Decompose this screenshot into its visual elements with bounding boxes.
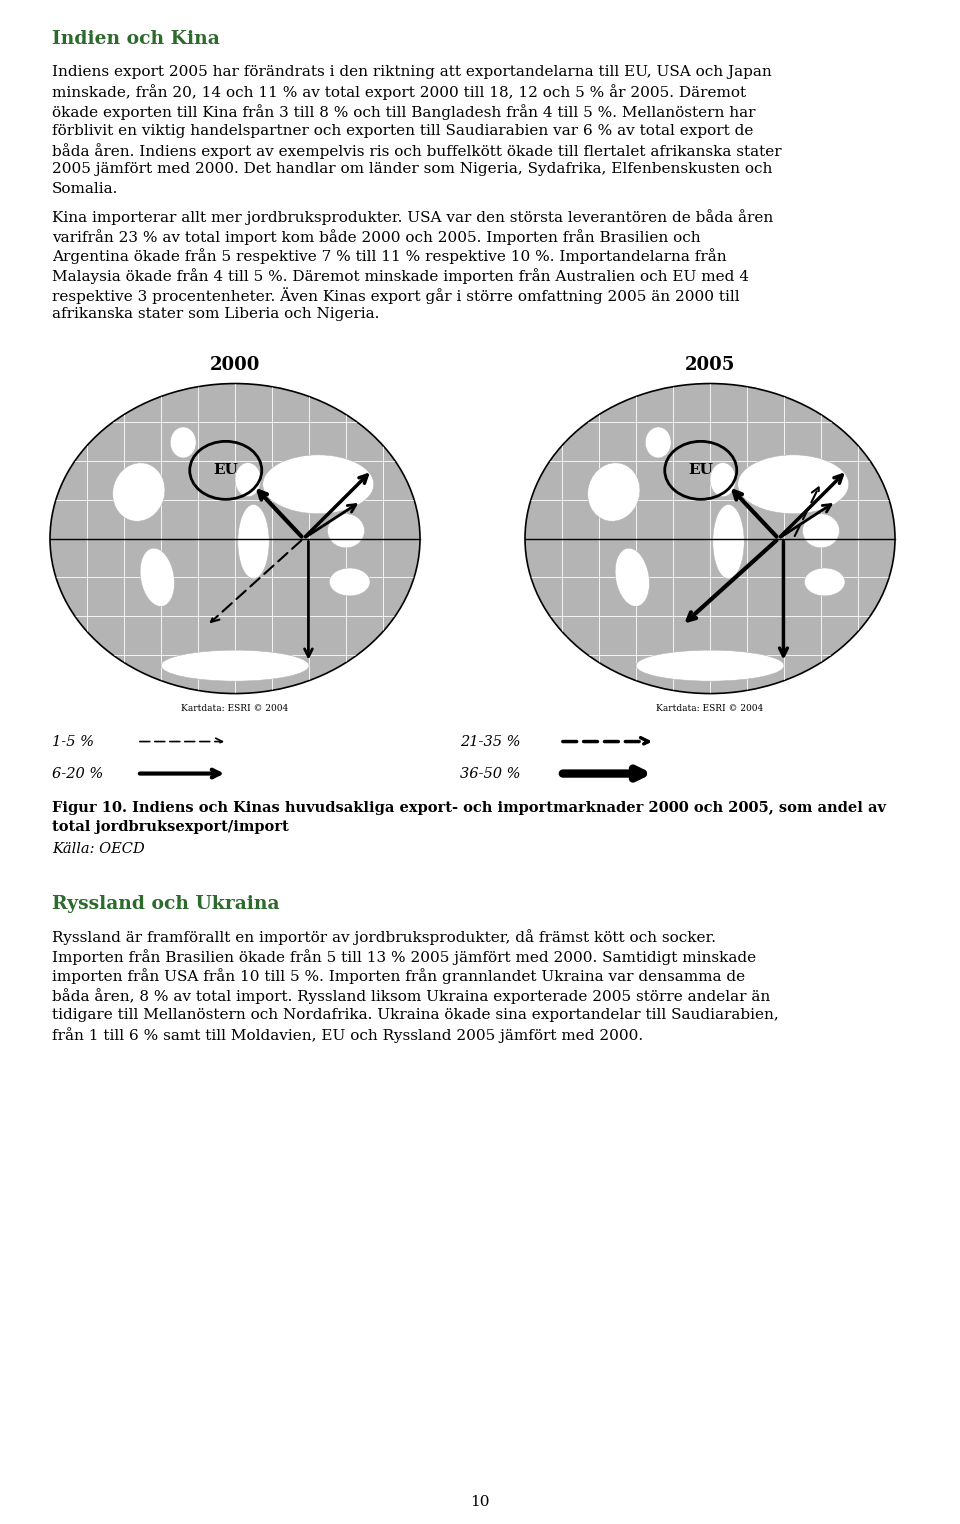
Ellipse shape <box>525 384 895 693</box>
Text: afrikanska stater som Liberia och Nigeria.: afrikanska stater som Liberia och Nigeri… <box>52 306 379 320</box>
Text: 1-5 %: 1-5 % <box>52 735 94 748</box>
Ellipse shape <box>329 568 370 596</box>
Text: total jordbruksexport/import: total jordbruksexport/import <box>52 820 289 834</box>
Text: 6-20 %: 6-20 % <box>52 767 104 780</box>
Ellipse shape <box>615 549 650 607</box>
Text: båda åren, 8 % av total import. Ryssland liksom Ukraina exporterade 2005 större : båda åren, 8 % av total import. Ryssland… <box>52 988 770 1004</box>
Text: Importen från Brasilien ökade från 5 till 13 % 2005 jämfört med 2000. Samtidigt : Importen från Brasilien ökade från 5 til… <box>52 949 756 965</box>
Text: Figur 10. Indiens och Kinas huvudsakliga export- och importmarknader 2000 och 20: Figur 10. Indiens och Kinas huvudsakliga… <box>52 800 886 814</box>
Ellipse shape <box>327 514 365 547</box>
Text: minskade, från 20, 14 och 11 % av total export 2000 till 18, 12 och 5 % år 2005.: minskade, från 20, 14 och 11 % av total … <box>52 84 746 101</box>
Text: Malaysia ökade från 4 till 5 %. Däremot minskade importen från Australien och EU: Malaysia ökade från 4 till 5 %. Däremot … <box>52 268 749 283</box>
Text: 10: 10 <box>470 1495 490 1509</box>
Text: Källa: OECD: Källa: OECD <box>52 841 145 855</box>
Ellipse shape <box>50 384 420 693</box>
Ellipse shape <box>636 651 784 681</box>
Text: tidigare till Mellanöstern och Nordafrika. Ukraina ökade sina exportandelar till: tidigare till Mellanöstern och Nordafrik… <box>52 1007 779 1021</box>
Ellipse shape <box>170 427 196 457</box>
Text: Ryssland och Ukraina: Ryssland och Ukraina <box>52 895 279 913</box>
Text: Kartdata: ESRI © 2004: Kartdata: ESRI © 2004 <box>181 704 289 713</box>
Ellipse shape <box>140 549 175 607</box>
Text: Argentina ökade från 5 respektive 7 % till 11 % respektive 10 %. Importandelarna: Argentina ökade från 5 respektive 7 % ti… <box>52 248 727 264</box>
Text: EU: EU <box>688 463 713 477</box>
Ellipse shape <box>645 427 671 457</box>
Ellipse shape <box>263 454 373 514</box>
Text: 36-50 %: 36-50 % <box>460 767 520 780</box>
Text: Somalia.: Somalia. <box>52 181 118 197</box>
Text: Kartdata: ESRI © 2004: Kartdata: ESRI © 2004 <box>657 704 763 713</box>
Ellipse shape <box>712 504 744 579</box>
Text: från 1 till 6 % samt till Moldavien, EU och Ryssland 2005 jämfört med 2000.: från 1 till 6 % samt till Moldavien, EU … <box>52 1027 643 1042</box>
Text: importen från USA från 10 till 5 %. Importen från grannlandet Ukraina var densam: importen från USA från 10 till 5 %. Impo… <box>52 969 745 985</box>
Ellipse shape <box>737 454 849 514</box>
Text: varifrån 23 % av total import kom både 2000 och 2005. Importen från Brasilien oc: varifrån 23 % av total import kom både 2… <box>52 229 701 245</box>
Ellipse shape <box>710 463 736 497</box>
Text: Kina importerar allt mer jordbruksprodukter. USA var den största leverantören de: Kina importerar allt mer jordbruksproduk… <box>52 209 773 226</box>
Ellipse shape <box>112 463 165 521</box>
Text: ökade exporten till Kina från 3 till 8 % och till Bangladesh från 4 till 5 %. Me: ökade exporten till Kina från 3 till 8 %… <box>52 104 756 120</box>
Text: Ryssland är framförallt en importör av jordbruksprodukter, då främst kött och so: Ryssland är framförallt en importör av j… <box>52 930 716 945</box>
Text: Indien och Kina: Indien och Kina <box>52 30 220 47</box>
Text: 2000: 2000 <box>210 355 260 373</box>
Ellipse shape <box>238 504 269 579</box>
Ellipse shape <box>161 651 309 681</box>
Text: respektive 3 procentenheter. Även Kinas export går i större omfattning 2005 än 2: respektive 3 procentenheter. Även Kinas … <box>52 288 739 305</box>
Text: förblivit en viktig handelspartner och exporten till Saudiarabien var 6 % av tot: förblivit en viktig handelspartner och e… <box>52 123 754 137</box>
Text: EU: EU <box>213 463 238 477</box>
Text: 2005 jämfört med 2000. Det handlar om länder som Nigeria, Sydafrika, Elfenbensku: 2005 jämfört med 2000. Det handlar om lä… <box>52 163 773 177</box>
Text: Indiens export 2005 har förändrats i den riktning att exportandelarna till EU, U: Indiens export 2005 har förändrats i den… <box>52 66 772 79</box>
Text: 2005: 2005 <box>684 355 735 373</box>
Ellipse shape <box>804 568 845 596</box>
Text: 21-35 %: 21-35 % <box>460 735 520 748</box>
Ellipse shape <box>235 463 261 497</box>
Ellipse shape <box>588 463 640 521</box>
Ellipse shape <box>803 514 839 547</box>
Text: båda åren. Indiens export av exempelvis ris och buffelkött ökade till flertalet : båda åren. Indiens export av exempelvis … <box>52 143 781 158</box>
